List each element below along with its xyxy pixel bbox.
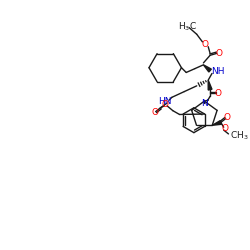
Text: CH$_3$: CH$_3$ [230,130,249,142]
Text: HN: HN [158,96,172,106]
Polygon shape [212,121,222,125]
Text: O: O [151,108,158,117]
Text: O: O [214,89,221,98]
Polygon shape [204,65,211,72]
Text: O: O [215,49,222,58]
Polygon shape [208,80,212,90]
Text: H$_3$C: H$_3$C [178,20,197,33]
Text: O: O [223,113,230,122]
Text: O: O [221,124,228,133]
Text: NH: NH [211,67,224,76]
Text: N: N [201,98,208,108]
Text: O: O [202,40,209,49]
Text: O: O [162,100,169,110]
